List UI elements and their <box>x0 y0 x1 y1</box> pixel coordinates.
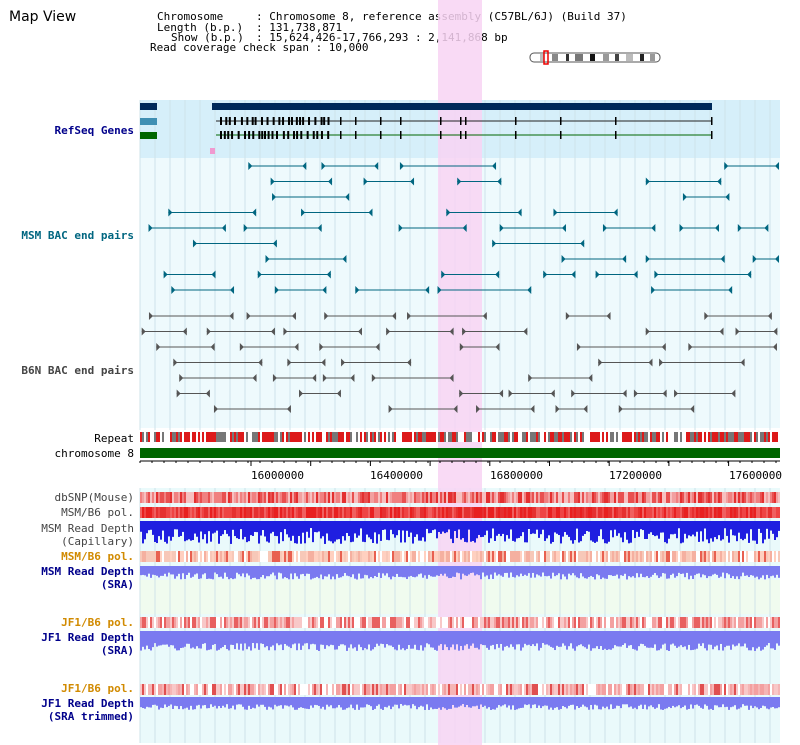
track-label-b6n-bac[interactable]: B6N BAC end pairs <box>21 364 134 377</box>
track-label-msm-depth-sra[interactable]: MSM Read Depth <box>41 565 134 578</box>
gene-block <box>212 103 712 110</box>
track-label-jf1-depth-sra[interactable]: JF1 Read Depth <box>41 631 134 644</box>
gene-marker <box>210 148 215 154</box>
track-label-jf1-sra: (SRA) <box>100 644 134 657</box>
track-label-capillary: (Capillary) <box>61 535 134 548</box>
read-coverage-span: Read coverage check span : 10,000 <box>150 41 369 54</box>
track-label-dbsnp[interactable]: dbSNP(Mouse) <box>54 491 134 504</box>
chromosome-ideogram[interactable] <box>529 50 661 65</box>
track-label-msm-depth-capillary[interactable]: MSM Read Depth <box>41 522 134 535</box>
axis-tick-label: 17200000 <box>609 469 662 482</box>
axis-tick-label: 16400000 <box>370 469 423 482</box>
track-label-jf1-depth-trimmed[interactable]: JF1 Read Depth <box>41 697 134 710</box>
track-label-repeat[interactable]: Repeat <box>94 432 134 445</box>
gene-block <box>140 118 157 125</box>
axis-tick-label: 16000000 <box>251 469 304 482</box>
track-label-jf1-b6-pol-2[interactable]: JF1/B6 pol. <box>61 682 134 695</box>
gene-block <box>140 103 157 110</box>
track-label-sra-trimmed: (SRA trimmed) <box>47 710 134 723</box>
track-label-msm-bac[interactable]: MSM BAC end pairs <box>21 229 134 242</box>
track-label-jf1-b6-pol[interactable]: JF1/B6 pol. <box>61 616 134 629</box>
track-label-refseq-genes[interactable]: RefSeq Genes <box>54 124 134 137</box>
axis-tick-label: 17600000 <box>729 469 782 482</box>
chromosome-bar <box>140 448 780 458</box>
track-label-sra: (SRA) <box>100 578 134 591</box>
current-position-marker <box>543 50 549 65</box>
length-key: Length (b.p.) <box>157 21 244 34</box>
page-title: Map View <box>9 9 77 25</box>
track-label-msm-b6-pol[interactable]: MSM/B6 pol. <box>61 506 134 519</box>
track-label-msm-b6-pol-2[interactable]: MSM/B6 pol. <box>61 550 134 563</box>
track-label-chromosome[interactable]: chromosome 8 <box>54 447 134 460</box>
axis-tick-label: 16800000 <box>490 469 543 482</box>
gene-block <box>140 132 157 139</box>
chromosome-key: Chromosome <box>157 10 224 23</box>
show-key: Show (b.p.) <box>171 31 244 44</box>
length-value: : 131,738,871 <box>256 21 343 34</box>
